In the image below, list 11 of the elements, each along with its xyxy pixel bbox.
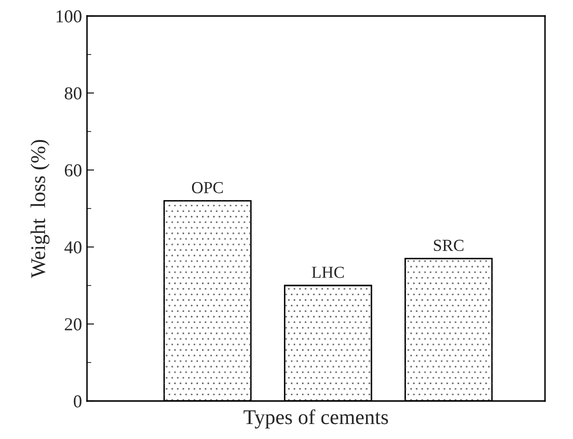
x-axis-title: Types of cements: [244, 409, 388, 428]
x-tick-label: LHC: [312, 266, 344, 278]
y-tick-label: 60: [64, 164, 82, 176]
y-tick-label: 20: [64, 318, 82, 330]
y-axis-title: Weight loss (%): [30, 140, 50, 278]
x-tick-label: OPC: [192, 182, 223, 194]
y-tick-label: 80: [64, 87, 82, 100]
y-tick-label: 0: [74, 395, 82, 408]
y-tick-label: 40: [64, 241, 82, 254]
x-tick-label: SRC: [434, 240, 464, 251]
y-tick-label: 100: [56, 10, 82, 22]
